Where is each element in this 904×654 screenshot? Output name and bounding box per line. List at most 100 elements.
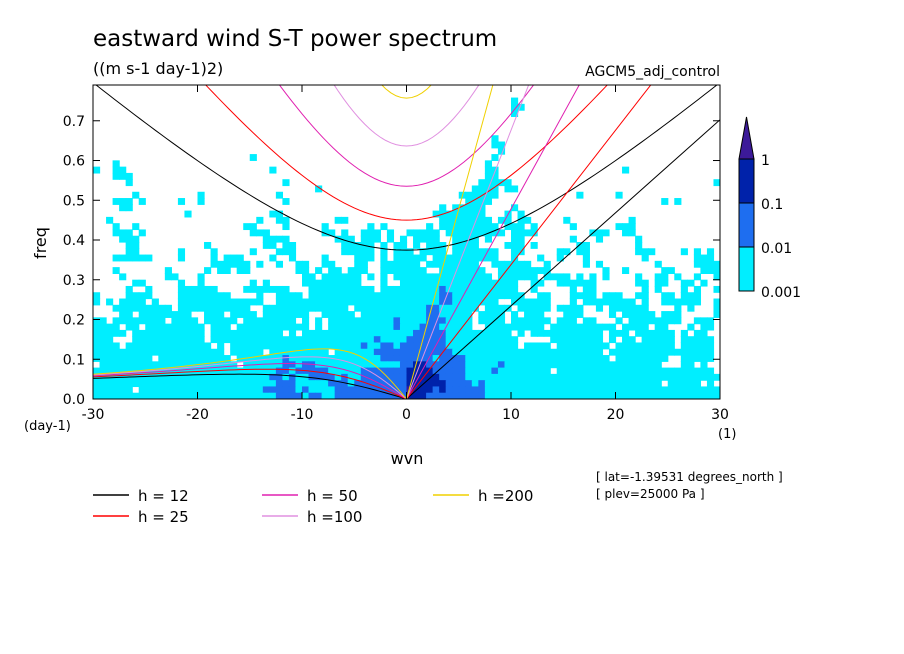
spectrum-cell — [93, 292, 101, 300]
spectrum-cell — [380, 361, 388, 369]
spectrum-cell — [269, 235, 277, 243]
spectrum-cell — [582, 248, 590, 256]
spectrum-cell — [334, 273, 342, 281]
rossby-curve — [93, 356, 407, 399]
spectrum-cell — [511, 254, 519, 262]
y-tick-label: 0.4 — [63, 233, 85, 249]
spectrum-cell — [439, 323, 447, 331]
spectrum-cell — [236, 348, 244, 356]
spectrum-cell — [641, 348, 649, 356]
spectrum-cell — [249, 373, 257, 381]
spectrum-cell — [543, 292, 551, 300]
spectrum-cell — [230, 254, 238, 262]
spectrum-cell — [615, 191, 623, 199]
spectrum-cell — [563, 323, 571, 331]
spectrum-cell — [328, 386, 336, 394]
spectrum-cell — [341, 292, 349, 300]
spectrum-cell — [484, 342, 493, 350]
spectrum-cell — [354, 279, 362, 287]
spectrum-cell — [393, 373, 401, 381]
spectrum-cell — [399, 317, 408, 325]
spectrum-cell — [458, 235, 466, 243]
spectrum-cell — [367, 229, 375, 237]
spectrum-cell — [641, 323, 649, 331]
spectrum-cell — [543, 273, 551, 281]
spectrum-cell — [302, 342, 310, 350]
spectrum-cell — [478, 361, 486, 369]
spectrum-cell — [399, 267, 408, 274]
spectrum-cell — [530, 242, 538, 249]
spectrum-cell — [282, 242, 290, 249]
spectrum-cell — [445, 216, 453, 224]
spectrum-cell — [106, 361, 114, 369]
spectrum-cell — [262, 367, 270, 375]
spectrum-cell — [471, 198, 479, 205]
spectrum-cell — [556, 342, 564, 350]
spectrum-cell — [635, 304, 643, 312]
spectrum-cell — [93, 323, 101, 331]
spectrum-cell — [491, 260, 499, 268]
spectrum-cell — [236, 342, 244, 350]
spectrum-cell — [504, 185, 512, 193]
spectrum-cell — [511, 317, 519, 325]
spectrum-cell — [269, 317, 277, 325]
spectrum-cell — [530, 273, 538, 281]
spectrum-cell — [223, 317, 231, 325]
spectrum-cell — [576, 361, 584, 369]
spectrum-cell — [256, 298, 264, 306]
spectrum-cell — [399, 380, 408, 388]
spectrum-cell — [517, 317, 525, 325]
spectrum-cell — [262, 342, 270, 350]
spectrum-cell — [700, 317, 708, 325]
spectrum-cell — [217, 348, 225, 356]
spectrum-cell — [458, 336, 466, 344]
spectrum-cell — [445, 329, 453, 337]
spectrum-cell — [530, 380, 538, 388]
spectrum-cell — [145, 292, 153, 300]
spectrum-cell — [465, 317, 473, 325]
spectrum-cell — [484, 323, 493, 331]
spectrum-cell — [354, 386, 362, 394]
spectrum-cell — [269, 311, 277, 318]
spectrum-cell — [171, 329, 179, 337]
spectrum-cell — [230, 260, 238, 268]
spectrum-cell — [399, 248, 408, 256]
spectrum-cell — [478, 185, 486, 193]
spectrum-cell — [491, 172, 499, 180]
spectrum-cell — [399, 285, 408, 293]
spectrum-cell — [302, 329, 310, 337]
spectrum-cell — [399, 386, 408, 394]
spectrum-cell — [328, 267, 336, 274]
spectrum-cell — [151, 304, 159, 312]
spectrum-cell — [517, 329, 525, 337]
spectrum-cell — [282, 392, 290, 399]
spectrum-cell — [210, 373, 218, 381]
spectrum-cell — [373, 348, 381, 356]
spectrum-cell — [439, 311, 447, 318]
spectrum-cell — [654, 392, 662, 399]
spectrum-cell — [184, 336, 192, 344]
spectrum-cell — [622, 229, 630, 237]
spectrum-cell — [184, 323, 192, 331]
spectrum-cell — [478, 311, 486, 318]
spectrum-cell — [380, 311, 388, 318]
spectrum-cell — [243, 285, 251, 293]
spectrum-cell — [373, 311, 381, 318]
spectrum-cell — [661, 348, 669, 356]
spectrum-cell — [406, 336, 414, 344]
spectrum-cell — [217, 373, 225, 381]
spectrum-cell — [393, 311, 401, 318]
spectrum-cell — [328, 329, 336, 337]
spectrum-cell — [197, 380, 205, 388]
spectrum-cell — [217, 260, 225, 268]
spectrum-cell — [269, 392, 277, 399]
spectrum-cell — [589, 355, 597, 362]
spectrum-cell — [197, 373, 205, 381]
spectrum-cell — [608, 298, 617, 306]
spectrum-cell — [236, 367, 244, 375]
spectrum-cell — [399, 355, 408, 362]
spectrum-cell — [171, 392, 179, 399]
spectrum-cell — [406, 355, 414, 362]
spectrum-cell — [341, 355, 349, 362]
spectrum-cell — [393, 254, 401, 262]
